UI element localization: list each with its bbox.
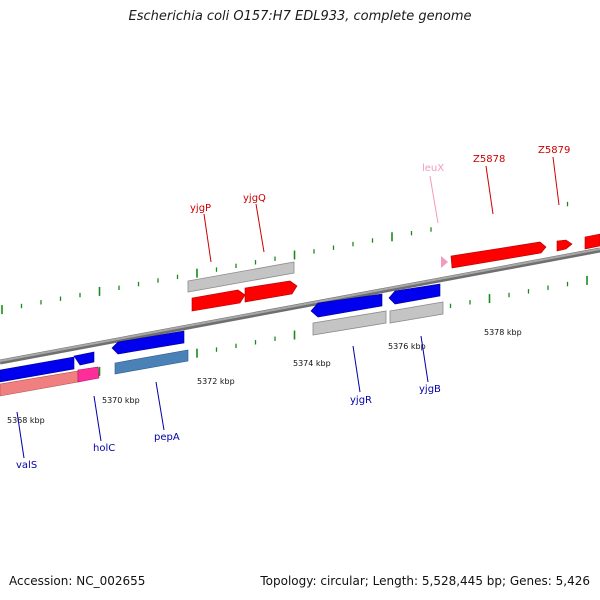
label-vals[interactable]: valS bbox=[16, 460, 37, 471]
gene-arrow-next[interactable] bbox=[584, 233, 600, 250]
tick-label-5372: 5372 kbp bbox=[197, 377, 235, 386]
forward-genes bbox=[187, 233, 600, 312]
gene-arrow-leux[interactable] bbox=[441, 256, 448, 268]
label-yjgr[interactable]: yjgR bbox=[350, 395, 372, 406]
gene-arrow-vals[interactable] bbox=[0, 356, 75, 383]
scale-labels: 5368 kbp 5370 kbp 5372 kbp 5374 kbp 5376… bbox=[7, 328, 522, 425]
gene-arrow-yjgp[interactable] bbox=[191, 289, 246, 312]
tick-label-5370: 5370 kbp bbox=[102, 396, 140, 405]
gene-bar-yjgr-grey[interactable] bbox=[312, 310, 387, 336]
gene-arrow-z5878[interactable] bbox=[450, 241, 547, 269]
label-leaders bbox=[16, 156, 560, 459]
gene-arrow-yjgr[interactable] bbox=[310, 293, 383, 318]
gene-bar-pepa-steel[interactable] bbox=[114, 349, 189, 375]
tick-label-5378: 5378 kbp bbox=[484, 328, 522, 337]
label-leux[interactable]: leuX bbox=[422, 163, 444, 174]
tick-label-5374: 5374 kbp bbox=[293, 359, 331, 368]
tick-label-5368: 5368 kbp bbox=[7, 416, 45, 425]
map-title: Escherichia coli O157:H7 EDL933, complet… bbox=[128, 9, 472, 24]
label-z5879[interactable]: Z5879 bbox=[538, 145, 570, 156]
label-yjgp[interactable]: yjgP bbox=[190, 203, 211, 214]
reverse-genes bbox=[0, 283, 444, 397]
upper-tick-track bbox=[1, 201, 569, 315]
label-z5878[interactable]: Z5878 bbox=[473, 154, 505, 165]
gene-bar-yjgp-grey[interactable] bbox=[187, 261, 295, 293]
label-holc[interactable]: holC bbox=[93, 443, 115, 454]
gene-labels: yjgP yjgQ leuX Z5878 Z5879 valS holC pep… bbox=[16, 145, 570, 471]
gene-arrow-yjgb[interactable] bbox=[388, 283, 441, 305]
genome-summary: Topology: circular; Length: 5,528,445 bp… bbox=[260, 574, 590, 588]
gene-arrow-z5879[interactable] bbox=[556, 239, 573, 252]
gene-arrow-pepa[interactable] bbox=[111, 330, 185, 355]
gene-arrow-holc[interactable] bbox=[73, 351, 95, 366]
gene-bar-holc-pink[interactable] bbox=[77, 366, 100, 383]
label-yjgb[interactable]: yjgB bbox=[419, 384, 441, 395]
genome-backbone bbox=[0, 247, 600, 365]
gene-arrow-yjgq[interactable] bbox=[244, 280, 298, 303]
tick-label-5376: 5376 kbp bbox=[388, 342, 426, 351]
accession-label: Accession: NC_002655 bbox=[9, 574, 146, 588]
label-pepa[interactable]: pepA bbox=[154, 432, 180, 443]
gene-bar-yjgb-grey[interactable] bbox=[389, 301, 444, 324]
label-yjgq[interactable]: yjgQ bbox=[243, 193, 266, 204]
